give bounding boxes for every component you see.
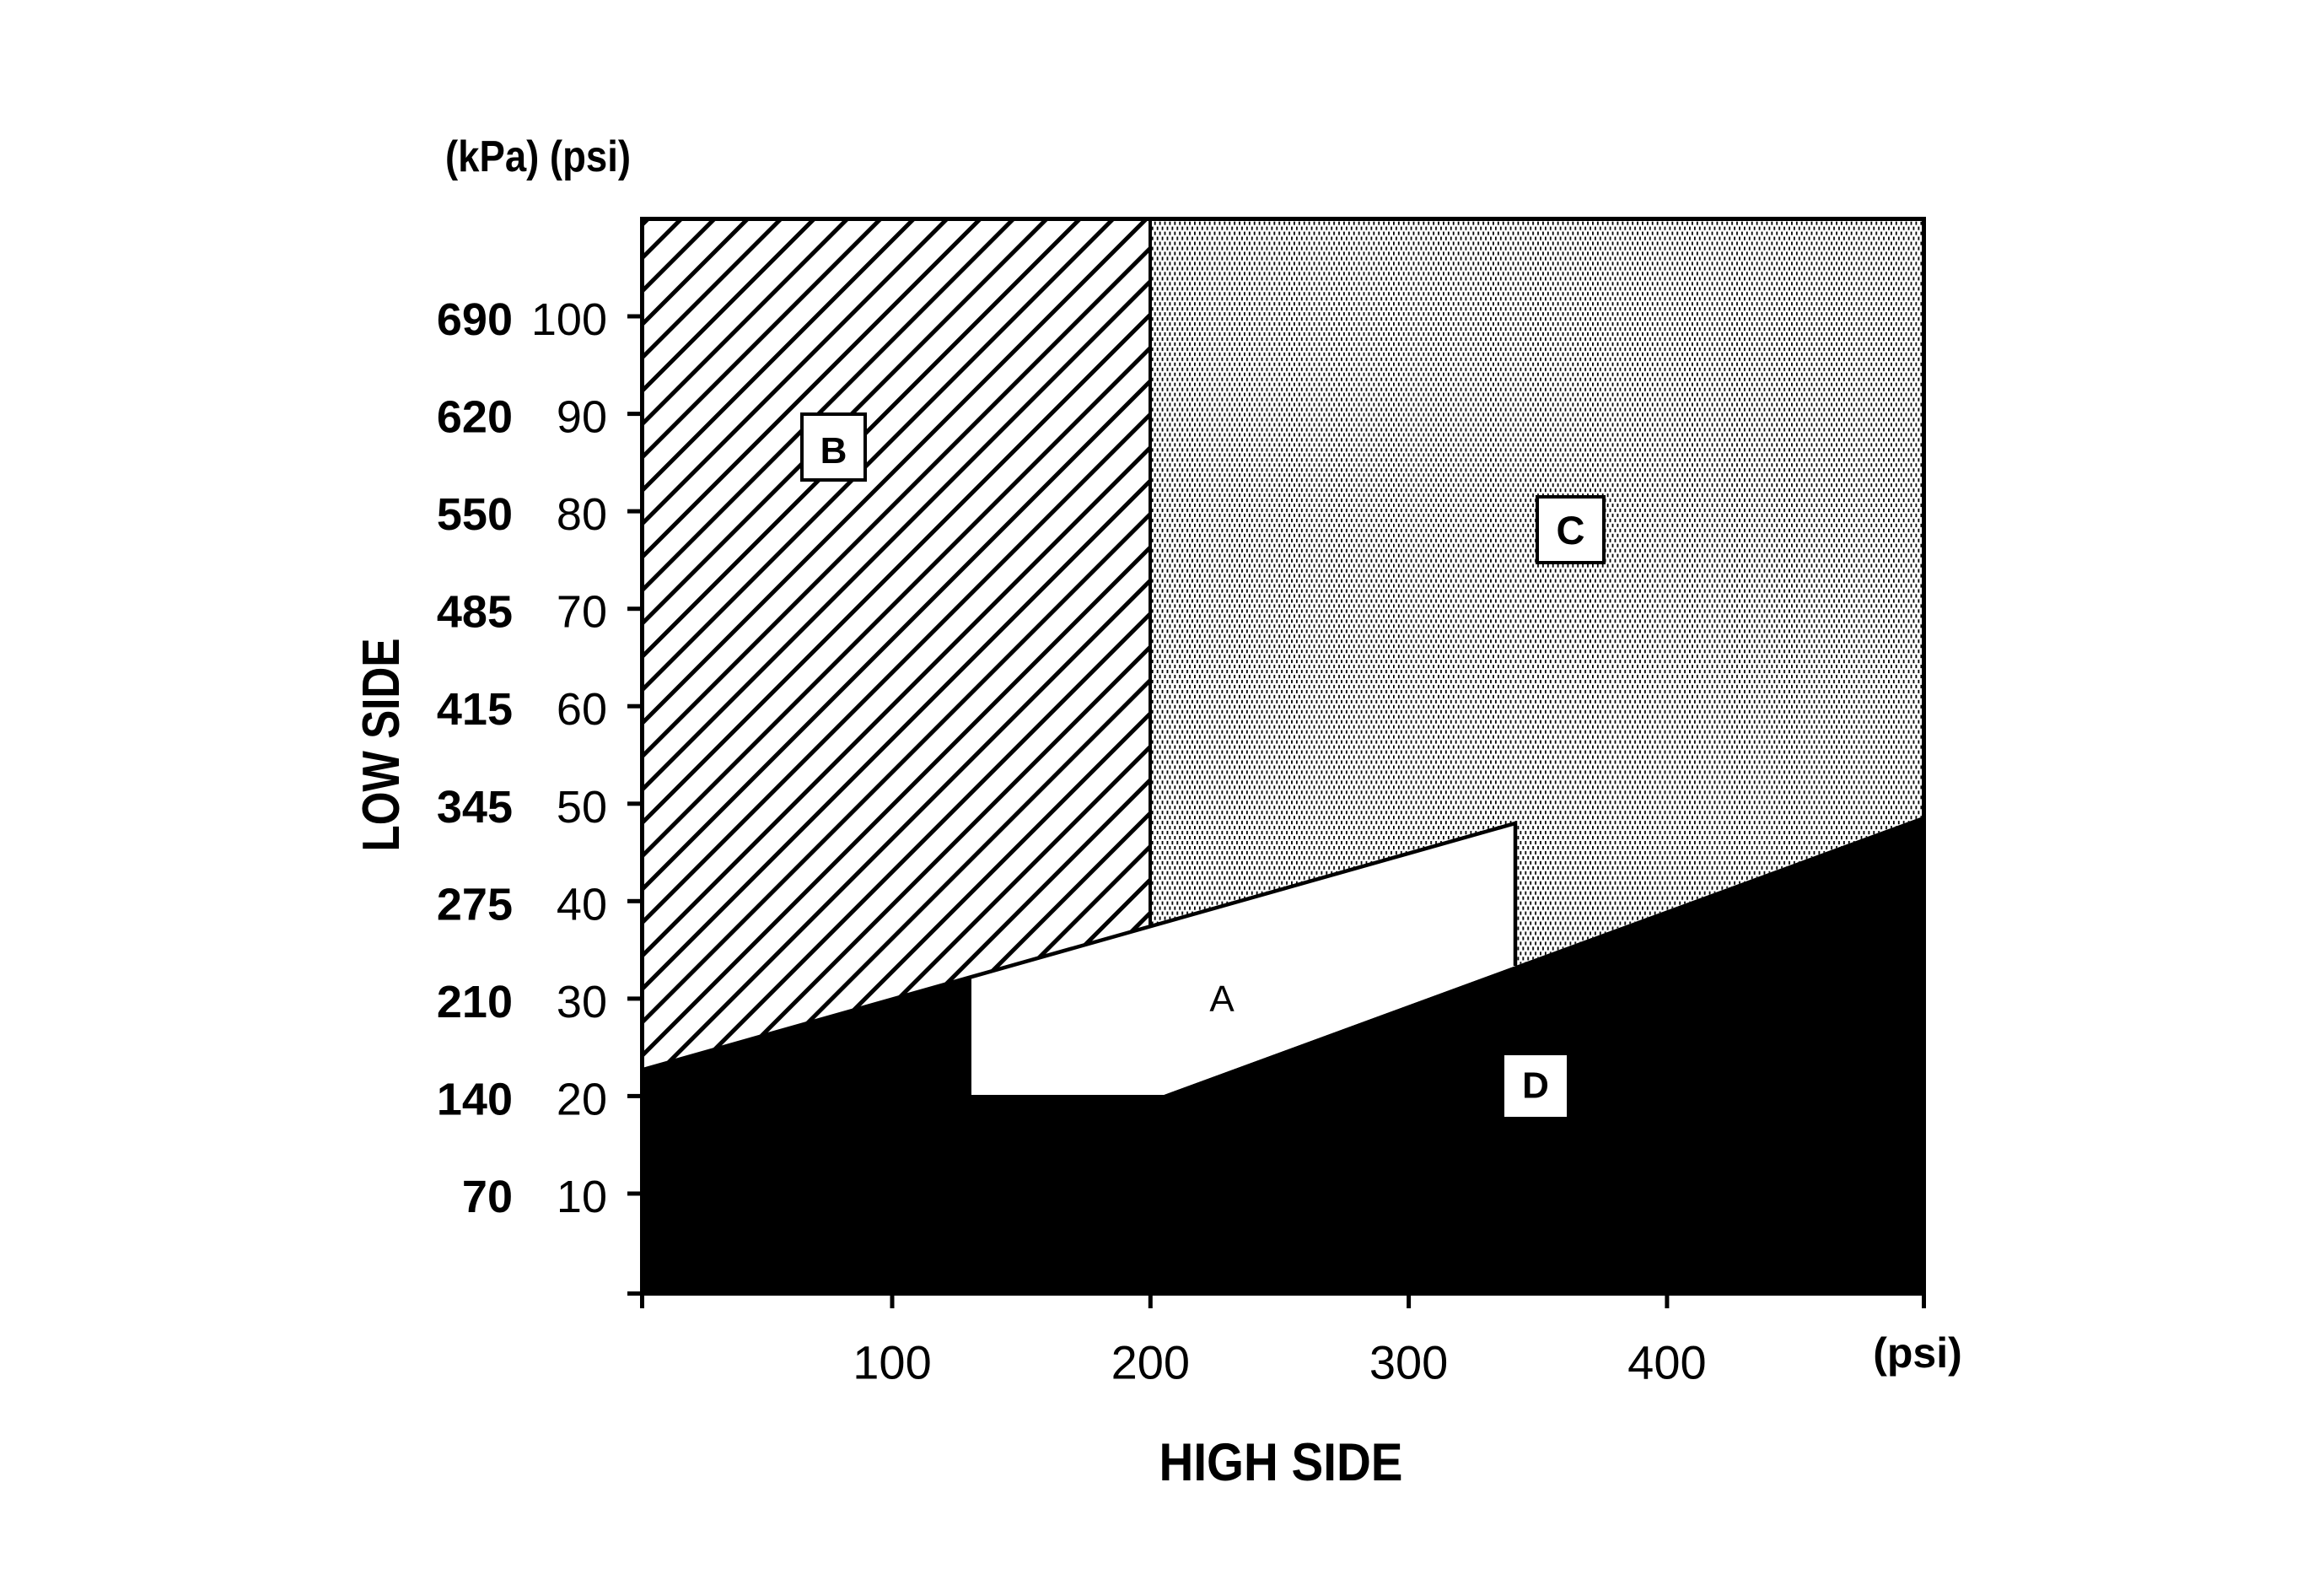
svg-text:B: B [820, 430, 847, 472]
svg-text:140: 140 [437, 1074, 513, 1124]
svg-text:100: 100 [853, 1336, 931, 1389]
svg-text:200: 200 [1111, 1336, 1190, 1389]
svg-text:100: 100 [531, 294, 607, 345]
svg-text:A: A [1209, 978, 1235, 1020]
svg-text:50: 50 [557, 782, 607, 833]
svg-text:(kPa) (psi): (kPa) (psi) [445, 132, 631, 181]
svg-text:(psi): (psi) [1873, 1329, 1962, 1377]
svg-text:275: 275 [437, 879, 513, 930]
svg-text:70: 70 [462, 1172, 513, 1222]
svg-text:620: 620 [437, 392, 513, 443]
svg-text:HIGH SIDE: HIGH SIDE [1159, 1433, 1403, 1492]
svg-text:70: 70 [557, 587, 607, 638]
svg-text:210: 210 [437, 977, 513, 1027]
svg-text:D: D [1522, 1065, 1549, 1107]
svg-text:485: 485 [437, 587, 513, 638]
svg-text:300: 300 [1369, 1336, 1448, 1389]
svg-text:10: 10 [557, 1172, 607, 1222]
svg-text:80: 80 [557, 489, 607, 540]
svg-text:20: 20 [557, 1074, 607, 1124]
svg-text:415: 415 [437, 684, 513, 735]
svg-text:345: 345 [437, 782, 513, 833]
svg-text:550: 550 [437, 489, 513, 540]
svg-text:90: 90 [557, 392, 607, 443]
svg-text:LOW SIDE: LOW SIDE [352, 639, 411, 852]
svg-text:60: 60 [557, 684, 607, 735]
svg-text:30: 30 [557, 977, 607, 1027]
svg-text:400: 400 [1627, 1336, 1706, 1389]
svg-text:690: 690 [437, 294, 513, 345]
svg-text:40: 40 [557, 879, 607, 930]
svg-text:C: C [1557, 508, 1585, 553]
